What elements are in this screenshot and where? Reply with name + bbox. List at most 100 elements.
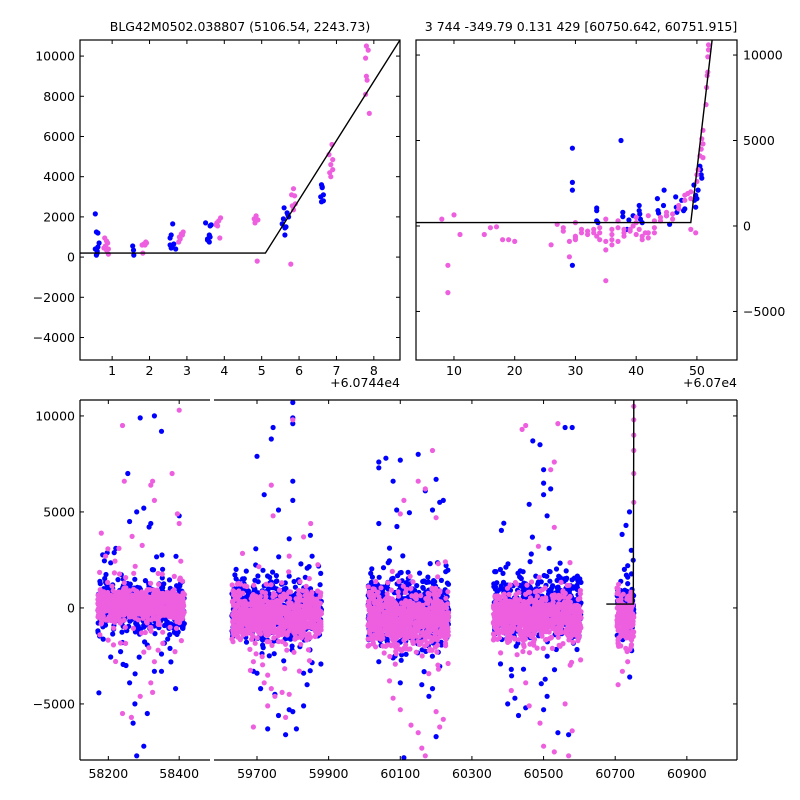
data-point-blue bbox=[440, 497, 446, 503]
data-point-pink bbox=[139, 542, 145, 549]
data-point-pink bbox=[290, 186, 297, 192]
x-tick-label: 2 bbox=[146, 363, 154, 378]
data-point-pink bbox=[119, 599, 125, 605]
data-point-pink bbox=[436, 621, 442, 627]
data-point-pink bbox=[423, 610, 429, 617]
data-point-blue bbox=[207, 223, 213, 229]
data-point-blue bbox=[171, 241, 177, 247]
data-point-blue bbox=[266, 653, 272, 659]
data-point-pink bbox=[369, 608, 375, 614]
data-point-blue bbox=[541, 572, 547, 579]
data-point-blue bbox=[403, 651, 409, 657]
data-point-pink bbox=[385, 594, 391, 600]
data-point-pink bbox=[657, 214, 664, 220]
data-point-pink bbox=[615, 225, 621, 231]
data-point-pink bbox=[243, 620, 249, 626]
data-point-pink bbox=[109, 583, 115, 589]
data-point-blue bbox=[136, 654, 142, 660]
data-point-blue bbox=[426, 693, 432, 699]
data-point-blue bbox=[174, 583, 180, 589]
data-point-pink bbox=[122, 624, 128, 630]
data-point-blue bbox=[569, 262, 576, 268]
data-point-blue bbox=[259, 637, 266, 643]
data-point-pink bbox=[155, 647, 161, 653]
data-point-blue bbox=[317, 582, 323, 588]
data-point-pink bbox=[383, 600, 389, 606]
data-point-pink bbox=[305, 609, 311, 616]
data-point-blue bbox=[233, 576, 239, 582]
data-point-pink bbox=[392, 661, 398, 667]
data-point-blue bbox=[695, 187, 701, 193]
data-point-pink bbox=[259, 654, 265, 660]
data-point-blue bbox=[270, 424, 276, 431]
data-point-blue bbox=[425, 574, 431, 580]
data-point-pink bbox=[591, 230, 597, 236]
data-point-pink bbox=[162, 612, 168, 618]
data-point-pink bbox=[425, 590, 431, 597]
data-point-blue bbox=[497, 566, 503, 573]
data-point-blue bbox=[555, 730, 561, 736]
data-point-pink bbox=[99, 597, 105, 603]
data-point-pink bbox=[157, 621, 163, 628]
data-point-pink bbox=[250, 602, 256, 609]
data-point-pink bbox=[431, 592, 437, 598]
data-point-pink bbox=[176, 620, 182, 626]
data-point-pink bbox=[374, 611, 380, 617]
data-point-blue bbox=[537, 442, 543, 448]
data-point-pink bbox=[426, 671, 432, 677]
data-point-blue bbox=[682, 206, 688, 212]
data-point-pink bbox=[435, 574, 441, 580]
x-tick-label: 20 bbox=[507, 363, 523, 378]
data-point-pink bbox=[328, 174, 334, 180]
data-point-pink bbox=[651, 230, 658, 236]
data-point-pink bbox=[105, 240, 111, 246]
data-point-blue bbox=[594, 208, 600, 214]
data-point-blue bbox=[491, 581, 497, 587]
data-point-pink bbox=[688, 226, 694, 232]
data-point-blue bbox=[254, 670, 260, 676]
data-point-pink bbox=[110, 588, 116, 594]
data-point-pink bbox=[700, 155, 706, 161]
x-offset-label-top-right: +6.07e4 bbox=[683, 375, 737, 390]
data-point-pink bbox=[229, 582, 235, 588]
data-point-blue bbox=[127, 680, 133, 686]
data-point-pink bbox=[217, 235, 223, 241]
data-point-blue bbox=[261, 492, 267, 498]
data-point-blue bbox=[206, 232, 212, 238]
data-point-pink bbox=[129, 533, 135, 540]
data-point-pink bbox=[387, 653, 393, 660]
x-tick-label: 3 bbox=[183, 363, 191, 378]
data-point-blue bbox=[141, 743, 147, 749]
data-point-pink bbox=[609, 231, 615, 238]
data-point-blue bbox=[281, 658, 287, 664]
data-point-blue bbox=[232, 572, 238, 578]
data-point-pink bbox=[284, 615, 290, 621]
data-point-blue bbox=[204, 237, 211, 243]
data-point-pink bbox=[261, 605, 267, 611]
data-point-pink bbox=[271, 624, 277, 630]
data-point-blue bbox=[244, 593, 251, 599]
data-point-pink bbox=[597, 230, 603, 236]
y-tick-label: 0 bbox=[743, 218, 751, 233]
data-point-pink bbox=[303, 601, 309, 607]
data-point-pink bbox=[291, 649, 297, 655]
data-point-pink bbox=[409, 610, 415, 617]
data-point-pink bbox=[415, 638, 421, 644]
data-point-pink bbox=[366, 589, 372, 595]
data-point-pink bbox=[296, 668, 302, 674]
data-point-pink bbox=[127, 588, 133, 594]
data-point-pink bbox=[402, 628, 408, 635]
data-point-pink bbox=[373, 578, 379, 585]
data-point-pink bbox=[213, 222, 219, 228]
data-point-pink bbox=[176, 239, 182, 245]
data-point-blue bbox=[96, 240, 102, 246]
data-point-pink bbox=[434, 649, 440, 655]
y-tick-label: 8000 bbox=[43, 89, 75, 104]
data-point-blue bbox=[544, 653, 550, 659]
data-point-pink bbox=[512, 238, 518, 244]
data-point-blue bbox=[168, 659, 174, 665]
data-point-pink bbox=[230, 627, 236, 634]
data-point-pink bbox=[500, 237, 506, 243]
data-point-pink bbox=[233, 593, 239, 600]
